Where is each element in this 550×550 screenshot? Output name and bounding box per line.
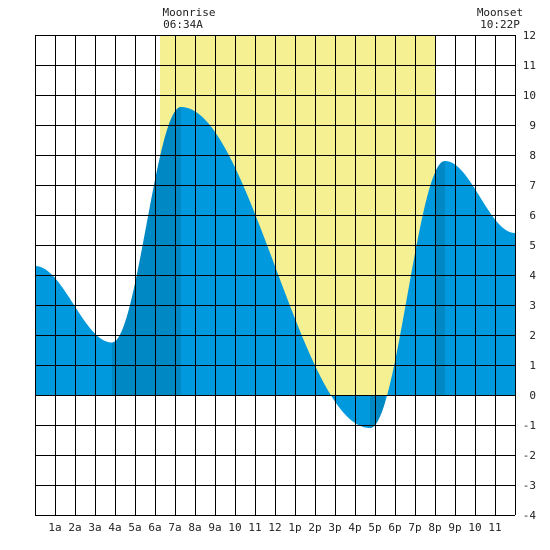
x-tick-label: 2a bbox=[68, 521, 81, 534]
x-tick-label: 10 bbox=[468, 521, 481, 534]
y-tick-label: 4 bbox=[529, 269, 536, 282]
x-tick-label: 6a bbox=[148, 521, 161, 534]
tide-dark-band-3 bbox=[435, 161, 445, 395]
x-tick-label: 3p bbox=[328, 521, 341, 534]
x-tick-label: 1a bbox=[48, 521, 61, 534]
x-tick-label: 4a bbox=[108, 521, 121, 534]
x-tick-label: 2p bbox=[308, 521, 321, 534]
y-tick-label: -3 bbox=[523, 479, 536, 492]
x-tick-label: 6p bbox=[388, 521, 401, 534]
x-tick-label: 9a bbox=[208, 521, 221, 534]
y-tick-label: -2 bbox=[523, 449, 536, 462]
moonrise-time: 06:34A bbox=[163, 18, 203, 31]
x-tick-label: 8p bbox=[428, 521, 441, 534]
y-tick-label: 11 bbox=[523, 59, 536, 72]
y-tick-label: 8 bbox=[529, 149, 536, 162]
x-tick-label: 7a bbox=[168, 521, 181, 534]
x-tick-label: 3a bbox=[88, 521, 101, 534]
y-tick-label: 7 bbox=[529, 179, 536, 192]
x-tick-label: 9p bbox=[448, 521, 461, 534]
y-tick-label: 0 bbox=[529, 389, 536, 402]
x-tick-label: 8a bbox=[188, 521, 201, 534]
y-tick-label: -4 bbox=[523, 509, 537, 522]
tide-dark-band-2 bbox=[370, 395, 385, 428]
x-tick-label: 4p bbox=[348, 521, 361, 534]
y-tick-label: -1 bbox=[523, 419, 536, 432]
x-tick-label: 7p bbox=[408, 521, 421, 534]
x-tick-label: 12 bbox=[268, 521, 281, 534]
y-tick-label: 12 bbox=[523, 29, 536, 42]
x-tick-label: 11 bbox=[248, 521, 261, 534]
y-tick-label: 10 bbox=[523, 89, 536, 102]
x-tick-label: 10 bbox=[228, 521, 241, 534]
y-tick-label: 5 bbox=[529, 239, 536, 252]
y-tick-label: 9 bbox=[529, 119, 536, 132]
moonset-time: 10:22P bbox=[480, 18, 520, 31]
x-tick-label: 5a bbox=[128, 521, 141, 534]
x-tick-label: 11 bbox=[488, 521, 501, 534]
moonrise-label: Moonrise bbox=[163, 6, 216, 19]
x-tick-label: 5p bbox=[368, 521, 381, 534]
x-tick-label: 1p bbox=[288, 521, 301, 534]
tick-label-layer: 1a 2a 3a 4a 5a 6a 7a 8a 9a 10 11 12 1p 2p 3p 4p 5p 6p 7p 8p… bbox=[48, 29, 536, 534]
y-tick-label: 2 bbox=[529, 329, 536, 342]
y-tick-label: 1 bbox=[529, 359, 536, 372]
moonset-label: Moonset bbox=[477, 6, 523, 19]
grid-layer bbox=[35, 35, 516, 516]
y-tick-label: 6 bbox=[529, 209, 536, 222]
y-tick-label: 3 bbox=[529, 299, 536, 312]
tide-dark-band-1 bbox=[112, 107, 181, 395]
